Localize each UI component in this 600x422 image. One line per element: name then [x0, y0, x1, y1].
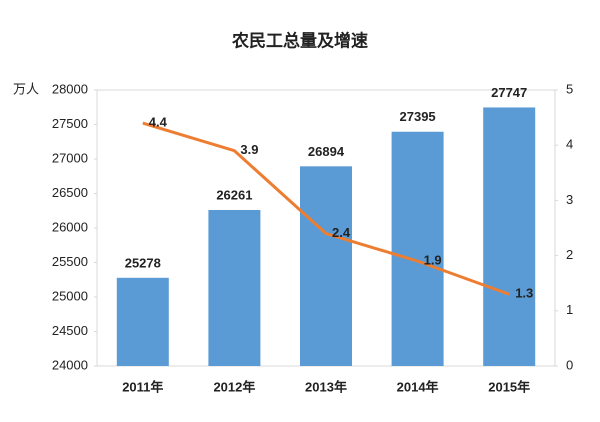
bar — [391, 131, 444, 366]
y-tick-label: 28000 — [52, 81, 88, 96]
y-tick-label: 26000 — [52, 219, 88, 234]
bar-value-label: 27395 — [400, 109, 436, 124]
line-value-label: 2.4 — [332, 225, 351, 240]
bar — [483, 107, 536, 366]
bar — [116, 277, 169, 366]
y2-tick-label: 5 — [566, 81, 573, 96]
line-value-label: 1.9 — [424, 253, 442, 268]
x-tick-label: 2015年 — [488, 379, 530, 394]
x-tick-label: 2012年 — [213, 379, 255, 394]
x-tick-label: 2011年 — [122, 379, 163, 394]
bar-value-label: 26894 — [308, 144, 345, 159]
y2-tick-label: 4 — [566, 137, 573, 152]
y-tick-label: 27000 — [52, 150, 88, 165]
bar — [208, 209, 261, 366]
y2-tick-label: 3 — [566, 192, 573, 207]
line-value-label: 4.4 — [149, 115, 168, 130]
y2-tick-label: 0 — [566, 357, 573, 372]
bar-value-label: 25278 — [125, 255, 161, 270]
y-tick-label: 25000 — [52, 288, 88, 303]
y-tick-label: 26500 — [52, 185, 88, 200]
bar-value-label: 26261 — [216, 187, 252, 202]
y2-tick-label: 2 — [566, 247, 573, 262]
y-tick-label: 27500 — [52, 116, 88, 131]
line-value-label: 1.3 — [515, 286, 533, 301]
chart-title: 农民工总量及增速 — [231, 30, 368, 50]
y2-tick-label: 1 — [566, 302, 573, 317]
y-tick-label: 24000 — [52, 357, 88, 372]
line — [142, 121, 510, 296]
y-tick-label: 25500 — [52, 254, 88, 269]
x-tick-label: 2014年 — [397, 379, 439, 394]
y-tick-label: 24500 — [52, 323, 88, 338]
x-tick-label: 2013年 — [305, 379, 347, 394]
y-axis-label: 万人 — [13, 81, 39, 96]
bar-value-label: 27747 — [491, 85, 527, 100]
line-value-label: 3.9 — [240, 142, 258, 157]
bar — [300, 166, 352, 366]
